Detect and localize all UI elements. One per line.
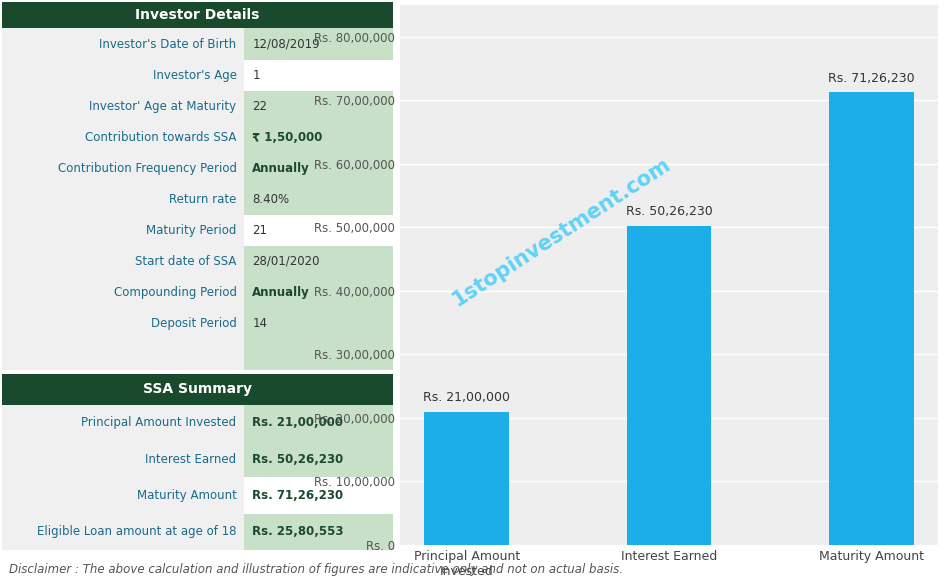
FancyBboxPatch shape [2,153,244,184]
FancyBboxPatch shape [244,29,393,60]
Text: Maturity Amount: Maturity Amount [137,489,236,502]
Text: Rs. 21,00,000: Rs. 21,00,000 [252,417,343,429]
Text: Investor' Age at Maturity: Investor' Age at Maturity [90,99,236,112]
Text: 14: 14 [252,317,267,330]
FancyBboxPatch shape [244,153,393,184]
Text: 12/08/2019: 12/08/2019 [252,37,319,50]
Text: Rs. 21,00,000: Rs. 21,00,000 [423,391,510,404]
FancyBboxPatch shape [244,339,393,370]
Text: 21: 21 [252,224,267,237]
FancyBboxPatch shape [2,374,393,405]
Text: Principal Amount Invested: Principal Amount Invested [81,417,236,429]
Text: Rs. 25,80,553: Rs. 25,80,553 [252,525,344,538]
Text: Rs. 71,26,230: Rs. 71,26,230 [252,489,343,502]
FancyBboxPatch shape [2,514,244,550]
FancyBboxPatch shape [2,405,244,441]
FancyBboxPatch shape [2,29,244,60]
Text: ₹ 1,50,000: ₹ 1,50,000 [252,130,322,144]
Bar [828,92,913,545]
Text: Return rate: Return rate [169,192,236,206]
Text: 1stopinvestment.com: 1stopinvestment.com [448,154,673,310]
FancyBboxPatch shape [2,215,244,246]
Text: Investor's Age: Investor's Age [152,68,236,81]
Text: Contribution towards SSA: Contribution towards SSA [85,130,236,144]
Text: Investor's Date of Birth: Investor's Date of Birth [99,37,236,50]
FancyBboxPatch shape [2,2,393,29]
Text: Eligible Loan amount at age of 18: Eligible Loan amount at age of 18 [37,525,236,538]
FancyBboxPatch shape [244,441,393,477]
Text: Maturity Period: Maturity Period [146,224,236,237]
FancyBboxPatch shape [2,122,244,153]
FancyBboxPatch shape [2,91,244,122]
FancyBboxPatch shape [2,277,244,308]
Title: SSA or SSY: SSA or SSY [613,0,724,1]
FancyBboxPatch shape [244,477,393,514]
Text: Rs. 50,26,230: Rs. 50,26,230 [625,205,712,218]
Text: Annually: Annually [252,161,310,175]
FancyBboxPatch shape [2,60,244,91]
Text: 1: 1 [252,68,260,81]
Text: Deposit Period: Deposit Period [150,317,236,330]
FancyBboxPatch shape [244,184,393,215]
FancyBboxPatch shape [244,246,393,277]
Text: Disclaimer : The above calculation and illustration of figures are indicative on: Disclaimer : The above calculation and i… [9,563,623,576]
Text: Interest Earned: Interest Earned [145,453,236,466]
Text: Contribution Frequency Period: Contribution Frequency Period [58,161,236,175]
Text: Annually: Annually [252,286,310,299]
Text: 28/01/2020: 28/01/2020 [252,255,319,268]
FancyBboxPatch shape [2,246,244,277]
Text: Investor Details: Investor Details [135,8,260,22]
Text: Start date of SSA: Start date of SSA [135,255,236,268]
Text: SSA Summary: SSA Summary [143,383,252,397]
FancyBboxPatch shape [244,122,393,153]
Text: Rs. 71,26,230: Rs. 71,26,230 [827,71,914,85]
FancyBboxPatch shape [2,184,244,215]
FancyBboxPatch shape [244,60,393,91]
Bar [626,226,711,545]
Text: 8.40%: 8.40% [252,192,289,206]
FancyBboxPatch shape [2,308,244,339]
FancyBboxPatch shape [244,514,393,550]
FancyBboxPatch shape [244,277,393,308]
Bar [424,412,509,545]
FancyBboxPatch shape [2,339,244,370]
FancyBboxPatch shape [244,405,393,441]
FancyBboxPatch shape [244,91,393,122]
FancyBboxPatch shape [2,477,244,514]
Text: 22: 22 [252,99,267,112]
FancyBboxPatch shape [244,308,393,339]
Text: Rs. 50,26,230: Rs. 50,26,230 [252,453,343,466]
Text: Compounding Period: Compounding Period [113,286,236,299]
FancyBboxPatch shape [2,441,244,477]
FancyBboxPatch shape [244,215,393,246]
